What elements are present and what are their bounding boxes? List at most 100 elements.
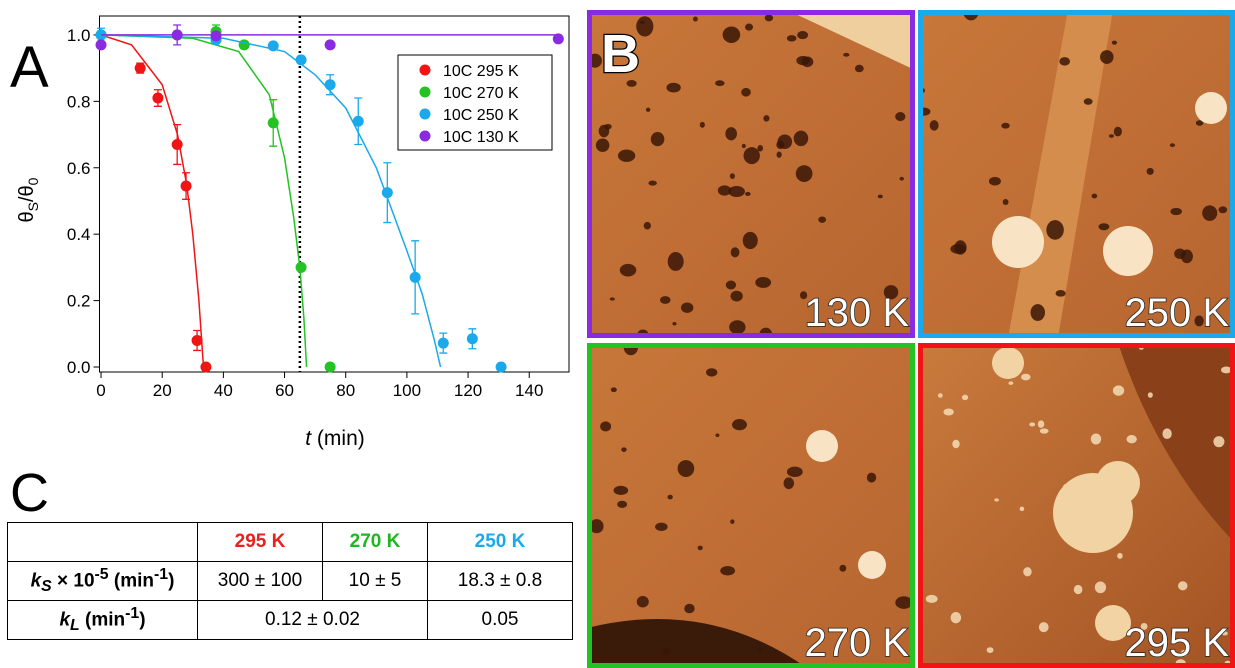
dark-pit xyxy=(621,447,626,452)
legend-marker xyxy=(420,131,431,142)
island xyxy=(1103,226,1153,276)
bright-spot xyxy=(1039,622,1049,632)
label-text: (min xyxy=(109,570,154,591)
island xyxy=(1096,461,1140,505)
dark-pit xyxy=(668,495,673,500)
label-part: (min) xyxy=(311,427,365,450)
panel-letter: C xyxy=(10,462,49,524)
bright-spot xyxy=(943,408,953,415)
x-tick-label: 80 xyxy=(336,381,355,400)
bright-spot xyxy=(1148,392,1153,398)
y-tick-label: 0.8 xyxy=(67,92,91,111)
subscript: L xyxy=(70,617,80,634)
dark-pit xyxy=(637,596,649,607)
label-part: /θ xyxy=(16,185,38,202)
dark-pit xyxy=(729,320,745,334)
data-point xyxy=(438,338,449,349)
data-point xyxy=(268,40,279,51)
bright-spot xyxy=(938,393,943,398)
bright-spot xyxy=(926,595,938,603)
label-text: × 10 xyxy=(52,570,95,591)
dark-pit xyxy=(1003,199,1009,205)
image-label: 130 K xyxy=(804,291,909,335)
y-axis-label: θS/θ0 xyxy=(16,177,41,222)
legend-marker xyxy=(420,65,431,76)
dark-pit xyxy=(1147,168,1154,175)
dark-pit xyxy=(655,523,668,531)
dark-pit xyxy=(700,122,705,128)
dark-pit xyxy=(839,565,846,572)
dark-pit xyxy=(730,173,735,179)
bright-spot xyxy=(1029,422,1035,426)
dark-pit xyxy=(600,421,611,431)
bright-spot xyxy=(987,647,994,653)
subscript: S xyxy=(41,578,52,595)
bright-spot xyxy=(1023,567,1031,576)
fit-line xyxy=(101,35,203,367)
dark-pit xyxy=(672,322,676,325)
row-label: kL (min-1) xyxy=(8,601,198,640)
dark-pit xyxy=(855,65,864,72)
dark-pit xyxy=(1112,41,1117,45)
x-tick-label: 0 xyxy=(96,381,105,400)
bright-spot xyxy=(962,395,968,401)
dark-pit xyxy=(620,264,637,277)
x-tick-label: 140 xyxy=(515,381,543,400)
bright-spot xyxy=(1113,385,1124,395)
legend-label: 10C 270 K xyxy=(443,85,519,102)
data-point xyxy=(325,362,336,373)
dark-pit xyxy=(818,216,826,222)
bright-spot xyxy=(1038,420,1044,427)
dark-pit xyxy=(662,648,669,656)
dark-pit xyxy=(843,53,849,57)
stm-image xyxy=(918,341,1235,668)
bright-spot xyxy=(1178,581,1187,590)
dark-pit xyxy=(611,387,617,392)
symbol: k xyxy=(59,609,70,630)
dark-pit xyxy=(741,88,751,97)
dark-pit xyxy=(784,477,794,489)
data-point xyxy=(200,362,211,373)
bright-spot xyxy=(1221,367,1232,374)
y-tick-label: 0.4 xyxy=(67,225,91,244)
data-point xyxy=(268,117,279,128)
image-bg xyxy=(587,343,915,668)
dark-pit xyxy=(1046,220,1063,240)
dark-pit xyxy=(730,519,734,524)
dark-pit xyxy=(660,296,671,304)
dark-pit xyxy=(742,144,746,148)
fit-line xyxy=(101,35,441,367)
dark-pit xyxy=(765,14,774,21)
legend-label: 10C 250 K xyxy=(443,107,519,124)
label-text: (min xyxy=(80,609,125,630)
superscript: -5 xyxy=(95,566,109,583)
island xyxy=(1195,92,1227,124)
island xyxy=(992,347,1024,379)
x-tick-label: 40 xyxy=(214,381,233,400)
dark-pit xyxy=(758,647,763,651)
dark-pit xyxy=(777,135,792,150)
bright-spot xyxy=(1074,585,1083,594)
data-point xyxy=(353,116,364,127)
dark-pit xyxy=(796,56,809,65)
image-label: 295 K xyxy=(1124,621,1229,665)
bright-spot xyxy=(1021,374,1030,381)
stm-image xyxy=(585,339,915,668)
dark-pit xyxy=(678,460,695,477)
dark-pit xyxy=(899,177,903,181)
data-point xyxy=(467,333,478,344)
island xyxy=(806,430,838,462)
dark-pit xyxy=(715,80,724,86)
island xyxy=(858,551,886,579)
table-cell xyxy=(8,523,198,562)
dark-pit xyxy=(745,24,753,31)
dark-pit xyxy=(644,222,651,230)
dark-pit xyxy=(1202,205,1217,220)
dark-pit xyxy=(895,596,912,609)
table-header: 295 K xyxy=(198,523,323,562)
stm-image xyxy=(913,2,1235,338)
data-point xyxy=(239,39,250,50)
dark-pit xyxy=(617,501,627,508)
dark-pit xyxy=(1114,127,1122,137)
legend-marker xyxy=(420,109,431,120)
